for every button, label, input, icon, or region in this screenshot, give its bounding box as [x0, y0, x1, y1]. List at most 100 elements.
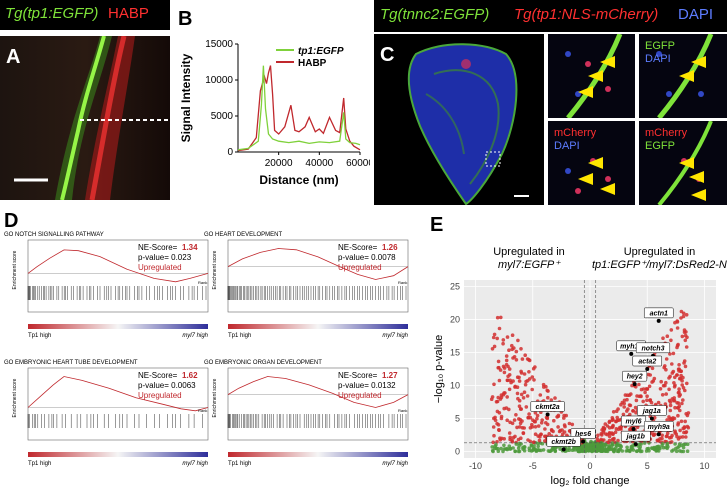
volcano-point [545, 388, 549, 393]
volcano-point [490, 448, 495, 453]
volcano-point [603, 443, 608, 447]
volcano-point [515, 385, 520, 389]
volcano-point [670, 362, 674, 366]
volcano-point [537, 438, 542, 443]
gsea-plot-1: GO NOTCH SIGNALLING PATHWAY Enrichment sc… [4, 232, 209, 339]
volcano-point [539, 448, 543, 453]
gene-label: notch3 [642, 345, 665, 352]
volcano-point [562, 413, 566, 418]
volcano-point [510, 343, 514, 348]
gene-point [629, 351, 634, 356]
panel-c-heart-image [374, 34, 544, 205]
volcano-point [499, 315, 503, 320]
volcano-point [501, 392, 506, 397]
volcano-point [527, 377, 532, 381]
volcano-y-tick-label: 0 [455, 446, 460, 456]
x-tick-label: 40000 [305, 158, 333, 169]
volcano-point [490, 347, 495, 351]
volcano-point [508, 435, 512, 440]
volcano-point [686, 411, 691, 415]
volcano-point [504, 362, 509, 367]
panel-e-volcano: 0 5 10 15 20 25 -10 -5 0 5 10 actn1 myh10 notch3 acta2… [433, 280, 716, 487]
volcano-point [669, 338, 673, 343]
volcano-point [605, 424, 610, 428]
volcano-point [492, 344, 497, 349]
volcano-point [516, 396, 520, 401]
gene-point [545, 412, 550, 417]
volcano-point [499, 416, 504, 421]
volcano-point [515, 375, 520, 379]
volcano-point [527, 412, 531, 416]
volcano-point [531, 366, 536, 371]
volcano-point [679, 309, 684, 314]
gsea-right-bar-label: myl7 high [382, 461, 408, 467]
volcano-right-title-line1: Upregulated in [623, 246, 696, 258]
volcano-point [511, 356, 515, 360]
volcano-point [553, 446, 558, 450]
gsea-pvalue: p-value= 0.023 [138, 253, 192, 262]
volcano-point [637, 382, 641, 387]
volcano-right-title-line2: tp1:EGFP⁺/myl7:DsRed2-NLS⁺ [592, 259, 727, 271]
panel-c-zoom-mcherry-dapi: mCherry DAPI [548, 121, 635, 205]
panel-c-zoom-box [485, 151, 501, 167]
volcano-point [680, 401, 684, 406]
gene-label: hes6 [575, 431, 591, 438]
volcano-point [553, 396, 557, 400]
volcano-point [676, 401, 681, 405]
panel-d-letter: D [4, 210, 19, 232]
volcano-point [536, 434, 540, 438]
volcano-point [533, 411, 538, 415]
volcano-point [507, 431, 512, 435]
volcano-point [665, 446, 669, 451]
volcano-point [580, 448, 585, 453]
gsea-color-bar [28, 324, 208, 329]
gsea-pvalue: p-value= 0.0132 [338, 381, 396, 390]
panel-a-image [0, 36, 170, 200]
volcano-point [665, 334, 670, 338]
volcano-point [607, 440, 611, 445]
volcano-point [521, 445, 525, 450]
volcano-point [508, 420, 512, 425]
gsea-nes-value: 1.34 [182, 243, 198, 252]
volcano-point [678, 428, 682, 433]
gene-label-box [621, 430, 651, 442]
volcano-point [514, 413, 518, 417]
volcano-point [627, 427, 632, 432]
gsea-plot-4: GO EMBRYONIC ORGAN DEVELOPMENT Enrichment… [204, 360, 409, 467]
volcano-right-title: Upregulated in tp1:EGFP⁺/myl7:DsRed2-NLS… [592, 246, 727, 272]
gsea-status: Upregulated [338, 391, 382, 400]
volcano-point [505, 395, 509, 399]
volcano-left-title-line1: Upregulated in [493, 246, 565, 258]
volcano-point [645, 447, 649, 451]
panel-b-letter: B [178, 8, 193, 30]
gene-label-box [570, 428, 596, 439]
volcano-point [527, 370, 531, 374]
volcano-point [496, 423, 501, 427]
volcano-point [681, 426, 685, 431]
volcano-point [497, 428, 501, 432]
volcano-point [673, 430, 677, 435]
volcano-point [523, 382, 528, 387]
volcano-point [671, 448, 676, 452]
volcano-point [685, 335, 689, 340]
volcano-left-title: Upregulated in myl7:EGFP⁺ [474, 246, 584, 272]
volcano-point [517, 404, 522, 408]
volcano-point [526, 438, 530, 442]
volcano-point [660, 436, 664, 441]
panel-a-header-egfp: Tg(tp1:EGFP) [5, 5, 99, 22]
volcano-point [667, 376, 671, 380]
gene-label-box [621, 415, 646, 427]
series-line-tp1-egfp [237, 65, 361, 151]
volcano-point [556, 413, 561, 418]
volcano-point [613, 430, 618, 434]
volcano-x-tick-label: -10 [469, 461, 482, 471]
gsea-title: GO NOTCH SIGNALLING PATHWAY [4, 232, 104, 238]
volcano-point [635, 425, 640, 429]
y-tick-label: 15000 [205, 39, 233, 50]
volcano-point [499, 446, 503, 451]
volcano-point [543, 434, 547, 439]
volcano-point [506, 374, 510, 379]
volcano-y-tick-label: 20 [450, 315, 460, 325]
gsea-color-bar [28, 452, 208, 457]
volcano-point [659, 379, 663, 384]
